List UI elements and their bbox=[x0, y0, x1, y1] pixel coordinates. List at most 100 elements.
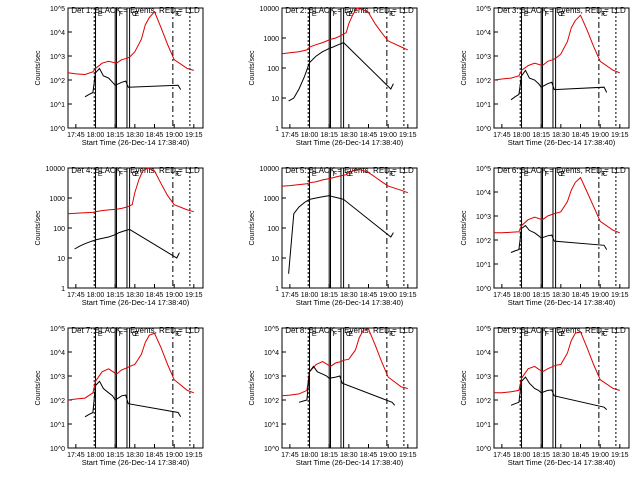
detector-panel-7: Det 7: BLACK = Events, RED = LLD 10^0 10^1… bbox=[35, 326, 204, 467]
time-marker-label: E bbox=[98, 331, 103, 338]
events-series-line bbox=[510, 224, 608, 253]
x-tick-label: 18:30 bbox=[552, 452, 570, 459]
y-tick-label: 100 bbox=[267, 66, 279, 73]
x-axis-label: Start Time (26-Dec-14 17:38:40) bbox=[508, 458, 616, 467]
x-tick-label: 19:00 bbox=[379, 452, 397, 459]
time-marker-label: C bbox=[558, 171, 563, 178]
y-axis-label: Counts/sec bbox=[35, 50, 42, 86]
x-tick-label: 18:00 bbox=[301, 292, 319, 299]
y-axis-label: Counts/sec bbox=[461, 50, 468, 86]
lld-series-line bbox=[281, 328, 408, 397]
y-tick-label: 10^0 bbox=[264, 446, 279, 453]
time-marker-label: E bbox=[524, 171, 529, 178]
y-tick-label: 10^4 bbox=[264, 350, 279, 357]
time-marker-label: F bbox=[389, 171, 393, 178]
x-tick-label: 19:00 bbox=[165, 132, 183, 139]
time-marker-label: F bbox=[333, 11, 337, 18]
events-series-line bbox=[288, 42, 394, 102]
x-tick-label: 17:45 bbox=[493, 132, 511, 139]
y-tick-label: 1 bbox=[275, 286, 279, 293]
x-tick-label: 19:15 bbox=[399, 132, 417, 139]
detector-panel-8: Det 8: BLACK = Events, RED = LLD 10^0 10^1… bbox=[249, 326, 418, 467]
events-series-line bbox=[74, 228, 180, 259]
events-series-line bbox=[288, 195, 394, 274]
x-tick-label: 18:45 bbox=[360, 132, 378, 139]
y-tick-label: 10^1 bbox=[476, 102, 491, 109]
time-marker-label: F bbox=[119, 171, 123, 178]
x-tick-label: 19:15 bbox=[611, 132, 629, 139]
y-tick-label: 10^0 bbox=[476, 126, 491, 133]
time-marker-label: C bbox=[346, 171, 351, 178]
x-tick-label: 18:15 bbox=[320, 292, 338, 299]
x-tick-label: 19:15 bbox=[185, 132, 203, 139]
time-marker-label: F bbox=[601, 171, 605, 178]
time-marker-label: C bbox=[390, 331, 395, 338]
time-marker-label: C bbox=[602, 11, 607, 18]
detector-panel-2: Det 2: BLACK = Events, RED = LLD 1 10 100 10… bbox=[249, 6, 418, 147]
time-marker-label: F bbox=[119, 331, 123, 338]
x-tick-label: 18:00 bbox=[301, 452, 319, 459]
x-tick-label: 18:00 bbox=[301, 132, 319, 139]
x-axis-label: Start Time (26-Dec-14 17:38:40) bbox=[296, 138, 404, 147]
x-axis-label: Start Time (26-Dec-14 17:38:40) bbox=[296, 458, 404, 467]
detector-panel-1: Det 1: BLACK = Events, RED = LLD 10^0 10^1… bbox=[35, 6, 204, 147]
x-tick-label: 19:00 bbox=[165, 292, 183, 299]
panel-title: Det 7: BLACK = Events, RED = LLD bbox=[71, 326, 200, 335]
x-tick-label: 18:45 bbox=[572, 132, 590, 139]
x-tick-label: 19:15 bbox=[399, 452, 417, 459]
x-tick-label: 19:15 bbox=[185, 292, 203, 299]
y-axis-label: Counts/sec bbox=[249, 370, 256, 406]
x-tick-label: 19:00 bbox=[591, 452, 609, 459]
y-tick-label: 10000 bbox=[260, 166, 280, 173]
lld-series-line bbox=[67, 167, 194, 215]
x-tick-label: 18:30 bbox=[126, 132, 144, 139]
detector-panel-3: Det 3: BLACK = Events, RED = LLD 10^0 10^1… bbox=[461, 6, 630, 147]
y-tick-label: 10^2 bbox=[50, 398, 65, 405]
y-tick-label: 10000 bbox=[46, 166, 66, 173]
y-tick-label: 10^4 bbox=[50, 30, 65, 37]
time-marker-label: E bbox=[135, 11, 140, 18]
detector-panel-6: Det 6: BLACK = Events, RED = LLD 10^0 10^1… bbox=[461, 166, 630, 307]
y-tick-label: 10^3 bbox=[476, 374, 491, 381]
panel-title: Det 1: BLACK = Events, RED = LLD bbox=[71, 6, 200, 15]
y-tick-label: 10^2 bbox=[476, 238, 491, 245]
plot-frame bbox=[493, 327, 630, 449]
x-tick-label: 18:45 bbox=[360, 452, 378, 459]
x-tick-label: 18:45 bbox=[146, 452, 164, 459]
x-tick-label: 18:30 bbox=[340, 452, 358, 459]
y-tick-label: 10 bbox=[57, 256, 65, 263]
lld-series-line bbox=[494, 176, 620, 234]
y-tick-label: 10^5 bbox=[476, 6, 491, 13]
plot-frame bbox=[67, 7, 204, 129]
events-series-line bbox=[510, 69, 608, 101]
time-marker-label: E bbox=[98, 11, 103, 18]
y-tick-label: 10^1 bbox=[264, 422, 279, 429]
time-marker-label: C bbox=[390, 171, 395, 178]
plot-frame bbox=[67, 167, 204, 289]
y-tick-label: 10^1 bbox=[476, 262, 491, 269]
time-marker-label: F bbox=[545, 331, 549, 338]
x-tick-label: 18:15 bbox=[532, 452, 550, 459]
time-marker-label: C bbox=[132, 331, 137, 338]
y-tick-label: 10^2 bbox=[476, 78, 491, 85]
x-tick-label: 18:00 bbox=[513, 452, 531, 459]
panel-title: Det 9: BLACK = Events, RED = LLD bbox=[497, 326, 626, 335]
plot-frame bbox=[493, 7, 630, 129]
x-tick-label: 19:15 bbox=[611, 292, 629, 299]
y-tick-label: 10^4 bbox=[50, 350, 65, 357]
x-tick-label: 18:15 bbox=[106, 292, 124, 299]
events-series-line bbox=[84, 380, 182, 418]
x-tick-label: 18:15 bbox=[320, 132, 338, 139]
y-axis-label: Counts/sec bbox=[249, 50, 256, 86]
y-axis-label: Counts/sec bbox=[249, 210, 256, 246]
x-tick-label: 17:45 bbox=[67, 132, 85, 139]
y-tick-label: 10^5 bbox=[50, 326, 65, 333]
time-marker-label: F bbox=[175, 11, 179, 18]
time-marker-label: F bbox=[119, 11, 123, 18]
y-tick-label: 10^0 bbox=[50, 126, 65, 133]
x-tick-label: 17:45 bbox=[67, 292, 85, 299]
x-tick-label: 18:45 bbox=[360, 292, 378, 299]
time-marker-label: F bbox=[545, 11, 549, 18]
panel-title: Det 5: BLACK = Events, RED = LLD bbox=[285, 166, 414, 175]
time-marker-label: C bbox=[602, 171, 607, 178]
